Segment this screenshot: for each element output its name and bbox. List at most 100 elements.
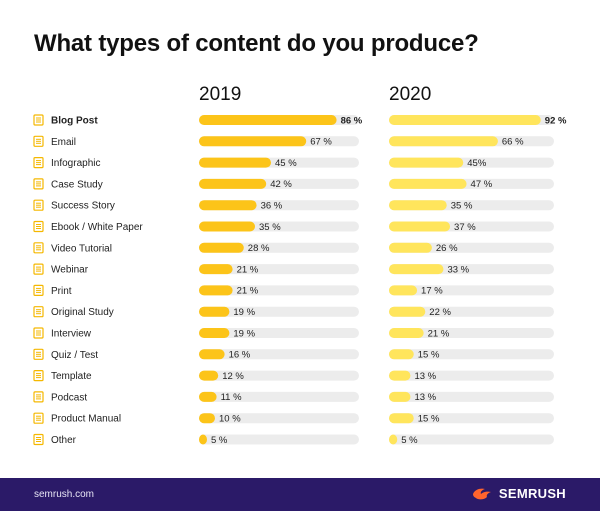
document-icon	[33, 135, 44, 147]
value-label: 13 %	[414, 392, 436, 403]
bar-track	[199, 391, 359, 402]
category-label: Blog Post	[51, 116, 98, 127]
bar-track	[389, 391, 554, 402]
bar-2020	[389, 221, 451, 232]
bar-track	[199, 349, 359, 360]
bar-track	[199, 434, 359, 445]
document-icon	[33, 178, 44, 190]
bar-2020	[389, 115, 541, 125]
category-label: Video Tutorial	[51, 243, 112, 254]
category-label: Podcast	[51, 392, 87, 403]
bar-chart: Blog Post 86 % 92 % Email 67 % 66 % Infographi…	[33, 114, 567, 446]
bar-track	[389, 434, 554, 445]
bar-2020	[389, 285, 418, 296]
bar-2020	[389, 178, 467, 189]
bar-2019	[199, 328, 230, 338]
bar-2019	[199, 221, 255, 232]
bar-2019	[199, 242, 244, 253]
page-title: What types of content do you produce?	[34, 30, 479, 57]
value-label: 28 %	[248, 243, 270, 254]
bar-2020	[389, 200, 447, 211]
bar-2019	[199, 349, 225, 360]
bar-track	[199, 328, 359, 338]
value-label: 47 %	[471, 179, 493, 190]
bar-2020	[389, 136, 498, 147]
value-label: 13 %	[414, 371, 436, 382]
bar-track	[199, 306, 359, 317]
bar-2019	[199, 370, 219, 381]
footer-site-url: semrush.com	[34, 489, 95, 500]
value-label: 67 %	[310, 137, 332, 148]
series-title-2020: 2020	[389, 84, 432, 105]
value-label: 21 %	[237, 264, 259, 275]
document-icon	[33, 284, 44, 296]
value-label: 33 %	[447, 264, 469, 275]
bar-track	[389, 413, 554, 424]
category-label: Ebook / White Paper	[51, 222, 143, 233]
category-label: Other	[51, 435, 77, 446]
document-icon	[33, 433, 44, 446]
value-label: 17 %	[421, 286, 443, 297]
value-label: 92 %	[545, 115, 567, 126]
bar-2020	[389, 242, 432, 253]
bar-track	[389, 370, 554, 381]
value-label: 19 %	[233, 307, 255, 318]
value-label: 15 %	[418, 414, 440, 425]
document-icon	[33, 412, 44, 424]
bar-2020	[389, 328, 424, 338]
bar-2020	[389, 370, 411, 381]
footer-bar: semrush.com SEMRUSH	[0, 478, 600, 511]
bar-2020	[389, 264, 444, 275]
bar-2019	[199, 115, 337, 125]
value-label: 26 %	[436, 243, 458, 254]
value-label: 21 %	[428, 328, 450, 339]
category-label: Product Manual	[51, 414, 121, 425]
document-icon	[33, 370, 44, 382]
bar-2019	[199, 264, 233, 275]
value-label: 19 %	[233, 328, 255, 339]
value-label: 12 %	[222, 371, 244, 382]
category-label: Email	[51, 137, 76, 148]
bar-2019	[199, 178, 267, 189]
category-label: Print	[51, 286, 72, 297]
bar-track	[389, 328, 554, 338]
bar-2019	[199, 136, 307, 147]
value-label: 5 %	[211, 435, 228, 446]
value-label: 11 %	[221, 392, 243, 403]
bar-track	[389, 349, 554, 360]
document-icon	[33, 263, 44, 275]
document-icon	[33, 220, 44, 233]
document-icon	[33, 157, 44, 169]
bar-track	[199, 264, 359, 275]
brand-logo: SEMRUSH	[472, 486, 566, 501]
value-label: 15 %	[418, 350, 440, 361]
bar-track	[389, 306, 554, 317]
bar-2020	[389, 391, 411, 402]
value-label: 42 %	[270, 179, 292, 190]
bar-track	[389, 285, 554, 296]
bar-2020	[389, 306, 426, 317]
value-label: 35 %	[451, 201, 473, 212]
category-label: Interview	[51, 329, 92, 340]
document-icon	[33, 327, 44, 339]
category-label: Original Study	[51, 307, 114, 318]
bar-track	[199, 413, 359, 424]
category-label: Case Study	[51, 179, 103, 190]
series-title-2019: 2019	[199, 84, 242, 105]
bar-2020	[389, 434, 398, 445]
category-label: Template	[51, 371, 92, 382]
bar-2019	[199, 200, 257, 211]
document-icon	[33, 391, 44, 403]
document-icon	[33, 306, 44, 318]
category-label: Success Story	[51, 201, 115, 212]
bar-track	[199, 370, 359, 381]
category-label: Webinar	[51, 265, 89, 276]
flame-icon	[472, 488, 491, 499]
bar-track	[199, 285, 359, 296]
value-label: 45 %	[275, 158, 297, 169]
value-label: 5 %	[401, 435, 418, 446]
document-icon	[33, 242, 44, 254]
value-label: 22 %	[429, 307, 451, 318]
category-label: Quiz / Test	[51, 350, 98, 361]
value-label: 66 %	[502, 137, 524, 148]
